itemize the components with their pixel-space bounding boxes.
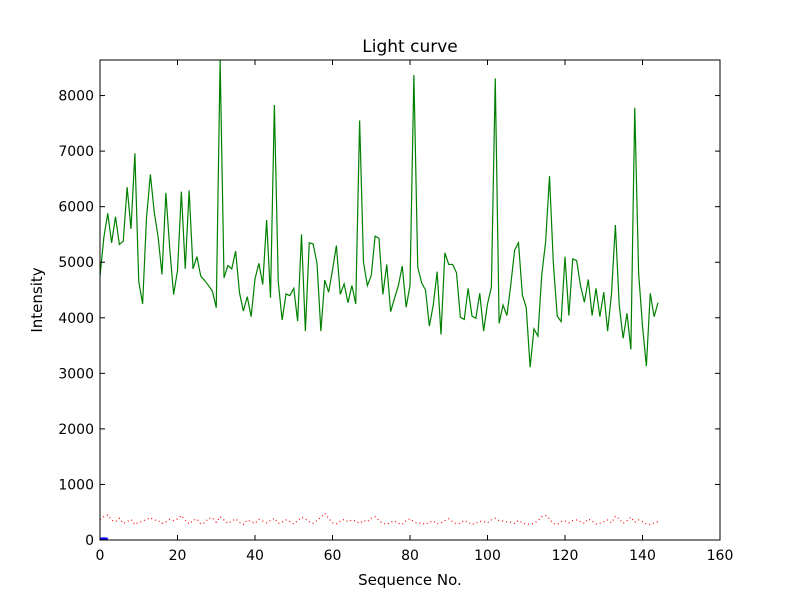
y-tick-label: 2000: [58, 422, 94, 438]
x-tick-label: 160: [707, 548, 734, 564]
series-layer: [99, 59, 659, 541]
y-axis-title: Intensity: [28, 267, 46, 332]
y-tick-label: 0: [85, 533, 94, 549]
series-line-2: [99, 512, 659, 526]
x-axis: 0 20 40 60 80 100 120 140 160: [96, 60, 734, 564]
x-tick-label: 0: [96, 548, 105, 564]
x-tick-label: 140: [629, 548, 656, 564]
y-tick-label: 3000: [58, 366, 94, 382]
y-tick-label: 1000: [58, 477, 94, 493]
y-tick-label: 7000: [58, 144, 94, 160]
y-tick-label: 6000: [58, 200, 94, 216]
y-tick-label: 8000: [58, 89, 94, 105]
x-axis-title: Sequence No.: [358, 571, 462, 589]
x-tick-label: 100: [474, 548, 501, 564]
x-tick-label: 20: [169, 548, 187, 564]
x-tick-label: 40: [246, 548, 264, 564]
series-line-1: [99, 59, 659, 368]
chart-title: Light curve: [362, 37, 457, 57]
x-tick-label: 60: [324, 548, 342, 564]
plot-frame: [99, 59, 721, 541]
y-tick-label: 4000: [58, 311, 94, 327]
x-tick-label: 120: [552, 548, 579, 564]
x-tick-label: 80: [401, 548, 419, 564]
y-axis: 0 1000 2000 3000 4000 5000 6000 7000 8000: [58, 89, 720, 549]
y-tick-label: 5000: [58, 255, 94, 271]
